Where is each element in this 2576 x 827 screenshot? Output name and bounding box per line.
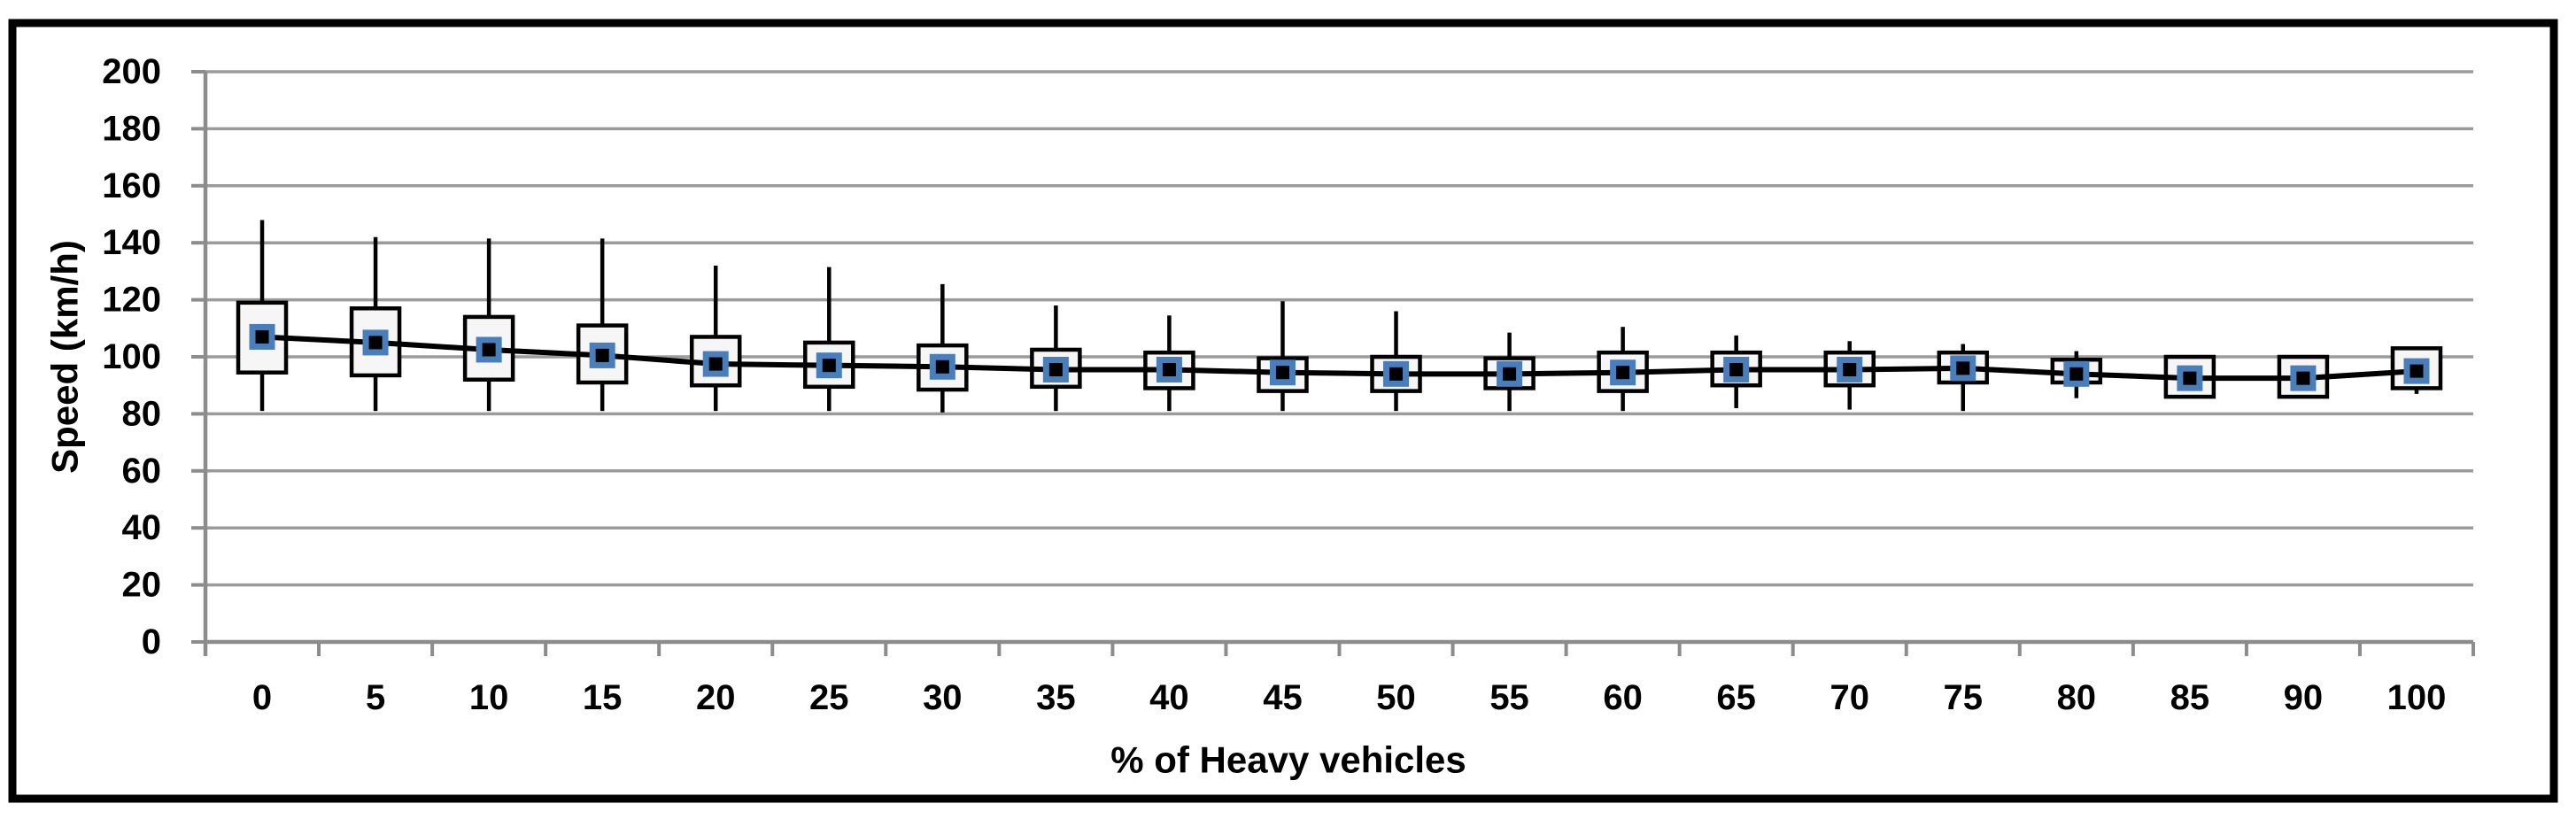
x-tick-label-35: 35: [1036, 678, 1076, 717]
mean-marker-15: [589, 342, 615, 368]
y-tick-label-100: 100: [102, 337, 161, 376]
y-tick-label-140: 140: [102, 223, 161, 262]
x-axis-title: % of Heavy vehicles: [1110, 739, 1466, 781]
mean-marker-35: [1042, 356, 1069, 383]
mean-marker-50: [1383, 360, 1410, 387]
mean-marker-60: [1610, 359, 1636, 386]
y-tick-label-0: 0: [142, 622, 161, 661]
mean-marker-100: [2403, 358, 2430, 384]
x-tick-label-75: 75: [1944, 678, 1984, 717]
mean-marker-80: [2063, 360, 2090, 387]
figure-border: [8, 19, 2558, 803]
y-tick-label-180: 180: [102, 109, 161, 148]
x-tick-label-30: 30: [923, 678, 963, 717]
x-tick-label-70: 70: [1830, 678, 1869, 717]
mean-marker-20: [702, 351, 729, 377]
x-tick-label-100: 100: [2387, 678, 2447, 717]
x-tick-label-0: 0: [252, 678, 272, 717]
x-tick-label-20: 20: [696, 678, 736, 717]
x-tick-label-5: 5: [366, 678, 385, 717]
x-tick-label-65: 65: [1716, 678, 1756, 717]
mean-marker-30: [929, 353, 955, 380]
x-tick-label-10: 10: [469, 678, 509, 717]
x-tick-label-15: 15: [583, 678, 623, 717]
x-tick-label-60: 60: [1603, 678, 1643, 717]
mean-marker-45: [1269, 359, 1296, 386]
x-tick-label-40: 40: [1149, 678, 1189, 717]
y-tick-label-80: 80: [122, 394, 162, 433]
y-axis-title: Speed (km/h): [44, 240, 86, 474]
x-tick-label-55: 55: [1489, 678, 1529, 717]
y-tick-label-160: 160: [102, 166, 161, 205]
mean-marker-5: [362, 329, 389, 356]
y-tick-label-120: 120: [102, 281, 161, 320]
mean-marker-75: [1950, 355, 1976, 382]
x-tick-label-80: 80: [2057, 678, 2097, 717]
x-tick-label-85: 85: [2170, 678, 2210, 717]
x-tick-label-90: 90: [2284, 678, 2324, 717]
mean-marker-0: [249, 323, 275, 350]
mean-line: [261, 334, 2417, 382]
plot-area: 0 20 40 60 80 100 120 140 160 180 200 0 5 10 15 20 25 30 3…: [102, 52, 2475, 717]
x-tick-label-25: 25: [809, 678, 849, 717]
mean-marker-10: [476, 336, 502, 363]
mean-marker-65: [1723, 356, 1750, 383]
mean-marker-85: [2177, 365, 2203, 391]
y-tick-label-200: 200: [102, 52, 161, 91]
mean-marker-25: [816, 352, 842, 379]
y-tick-label-20: 20: [122, 566, 162, 605]
mean-marker-40: [1156, 356, 1182, 383]
mean-marker-70: [1837, 356, 1863, 383]
y-tick-label-40: 40: [122, 508, 162, 547]
x-tick-label-50: 50: [1376, 678, 1416, 717]
x-tick-label-45: 45: [1263, 678, 1303, 717]
mean-marker-90: [2290, 365, 2317, 391]
y-tick-label-60: 60: [122, 452, 162, 491]
mean-marker-55: [1497, 360, 1523, 387]
